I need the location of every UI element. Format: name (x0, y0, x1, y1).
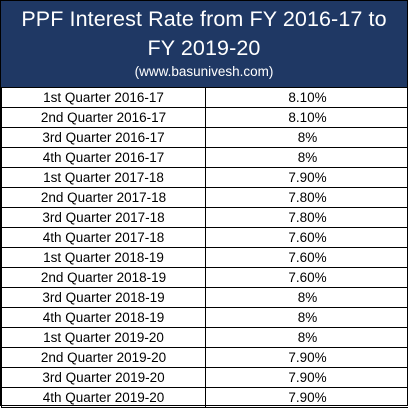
table-header: PPF Interest Rate from FY 2016-17 to FY … (1, 1, 407, 87)
quarter-cell: 4th Quarter 2016-17 (2, 148, 206, 168)
rate-cell: 8% (206, 128, 408, 148)
table-row: 2nd Quarter 2016-17 8.10% (2, 108, 408, 128)
quarter-cell: 1st Quarter 2017-18 (2, 168, 206, 188)
table-row: 1st Quarter 2019-20 8% (2, 328, 408, 348)
table-row: 2nd Quarter 2017-18 7.80% (2, 188, 408, 208)
rate-cell: 7.90% (206, 368, 408, 388)
table-row: 1st Quarter 2017-18 7.90% (2, 168, 408, 188)
table-row: 3rd Quarter 2019-20 7.90% (2, 368, 408, 388)
rate-cell: 7.80% (206, 208, 408, 228)
quarter-cell: 2nd Quarter 2019-20 (2, 348, 206, 368)
quarter-cell: 4th Quarter 2018-19 (2, 308, 206, 328)
quarter-cell: 4th Quarter 2017-18 (2, 228, 206, 248)
rate-cell: 7.90% (206, 388, 408, 408)
rate-cell: 7.60% (206, 268, 408, 288)
table-row: 2nd Quarter 2019-20 7.90% (2, 348, 408, 368)
table-row: 3rd Quarter 2018-19 8% (2, 288, 408, 308)
rate-cell: 8% (206, 148, 408, 168)
table-row: 2nd Quarter 2018-19 7.60% (2, 268, 408, 288)
table-row: 4th Quarter 2019-20 7.90% (2, 388, 408, 408)
rate-cell: 7.90% (206, 168, 408, 188)
rate-cell: 7.80% (206, 188, 408, 208)
quarter-cell: 3rd Quarter 2019-20 (2, 368, 206, 388)
table-row: 4th Quarter 2016-17 8% (2, 148, 408, 168)
quarter-cell: 1st Quarter 2016-17 (2, 88, 206, 108)
table-row: 1st Quarter 2018-19 7.60% (2, 248, 408, 268)
quarter-cell: 2nd Quarter 2017-18 (2, 188, 206, 208)
rate-cell: 7.60% (206, 248, 408, 268)
quarter-cell: 3rd Quarter 2017-18 (2, 208, 206, 228)
table-row: 3rd Quarter 2017-18 7.80% (2, 208, 408, 228)
rate-cell: 7.60% (206, 228, 408, 248)
rate-cell: 8.10% (206, 108, 408, 128)
rate-cell: 8% (206, 308, 408, 328)
source-caption: (www.basunivesh.com) (1, 64, 407, 80)
table-row: 1st Quarter 2016-17 8.10% (2, 88, 408, 108)
table-row: 4th Quarter 2017-18 7.60% (2, 228, 408, 248)
quarter-cell: 3rd Quarter 2018-19 (2, 288, 206, 308)
quarter-cell: 4th Quarter 2019-20 (2, 388, 206, 408)
quarter-cell: 2nd Quarter 2016-17 (2, 108, 206, 128)
rate-cell: 8% (206, 288, 408, 308)
quarter-cell: 1st Quarter 2018-19 (2, 248, 206, 268)
rate-cell: 8.10% (206, 88, 408, 108)
rate-cell: 7.90% (206, 348, 408, 368)
quarter-cell: 2nd Quarter 2018-19 (2, 268, 206, 288)
quarter-cell: 3rd Quarter 2016-17 (2, 128, 206, 148)
quarter-cell: 1st Quarter 2019-20 (2, 328, 206, 348)
table-row: 4th Quarter 2018-19 8% (2, 308, 408, 328)
rate-cell: 8% (206, 328, 408, 348)
table-title: PPF Interest Rate from FY 2016-17 to FY … (7, 1, 401, 63)
interest-rate-table: 1st Quarter 2016-17 8.10% 2nd Quarter 20… (1, 87, 408, 408)
table-row: 3rd Quarter 2016-17 8% (2, 128, 408, 148)
